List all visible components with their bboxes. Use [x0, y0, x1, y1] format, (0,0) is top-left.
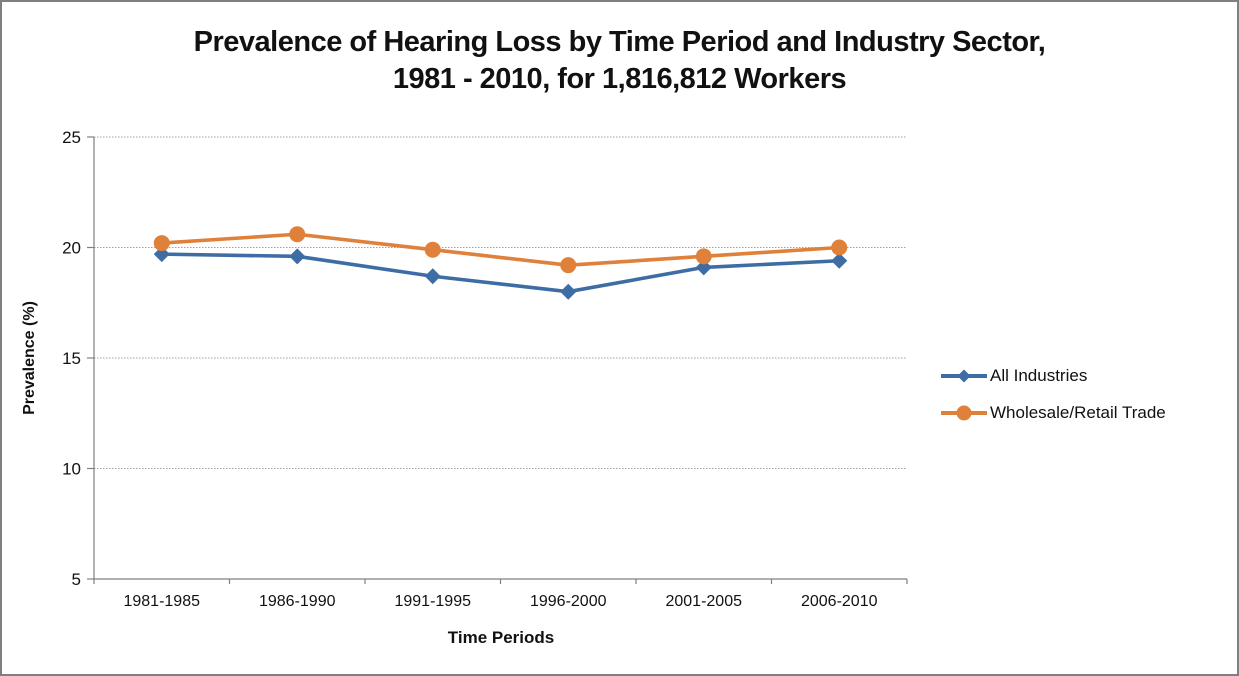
series-line-1 — [159, 232, 842, 267]
data-point-1-3 — [560, 257, 577, 274]
legend-circle-icon — [956, 405, 972, 421]
y-tick-label-15: 15 — [62, 349, 81, 368]
x-axis-title: Time Periods — [447, 628, 555, 647]
data-point-0-0 — [153, 246, 170, 263]
x-tick-label-1: 1986-1990 — [259, 593, 336, 610]
legend-item-all-industries: All Industries — [940, 365, 1166, 387]
legend: All Industries Wholesale/Retail Trade — [940, 365, 1166, 439]
chart-title-line-2: 1981 - 2010, for 1,816,812 Workers — [392, 63, 847, 95]
data-point-1-2 — [424, 241, 441, 258]
legend-marker-0 — [941, 369, 987, 383]
legend-label-0: All Industries — [990, 366, 1088, 385]
data-point-0-3 — [560, 283, 577, 300]
data-point-1-4 — [695, 248, 712, 265]
x-tick-label-5: 2006-2010 — [801, 593, 878, 610]
legend-diamond-icon — [957, 369, 971, 383]
legend-item-wholesale-retail-trade: Wholesale/Retail Trade — [940, 402, 1166, 424]
data-point-0-2 — [424, 268, 441, 285]
y-axis-title: Prevalence (%) — [21, 301, 38, 415]
data-point-1-5 — [831, 239, 848, 256]
data-point-1-0 — [153, 235, 170, 252]
data-point-0-4 — [695, 259, 712, 276]
x-tick-label-2: 1991-1995 — [394, 593, 471, 610]
x-tick-label-0: 1981-1985 — [123, 593, 200, 610]
legend-marker-1 — [941, 405, 987, 421]
legend-label-1: Wholesale/Retail Trade — [990, 403, 1166, 422]
y-tick-label-10: 10 — [62, 460, 81, 479]
x-tick-label-4: 2001-2005 — [665, 593, 742, 610]
data-point-0-1 — [289, 248, 306, 265]
data-point-1-1 — [289, 226, 306, 243]
chart-title-line-1: Prevalence of Hearing Loss by Time Perio… — [193, 26, 1046, 58]
x-tick-label-3: 1996-2000 — [530, 593, 607, 610]
y-tick-label-25: 25 — [62, 128, 81, 147]
y-tick-label-20: 20 — [62, 239, 81, 258]
series-line-0 — [159, 252, 842, 294]
data-point-0-5 — [831, 252, 848, 269]
y-tick-label-5: 5 — [72, 570, 81, 589]
chart-title: Prevalence of Hearing Loss by Time Perio… — [2, 24, 1237, 98]
